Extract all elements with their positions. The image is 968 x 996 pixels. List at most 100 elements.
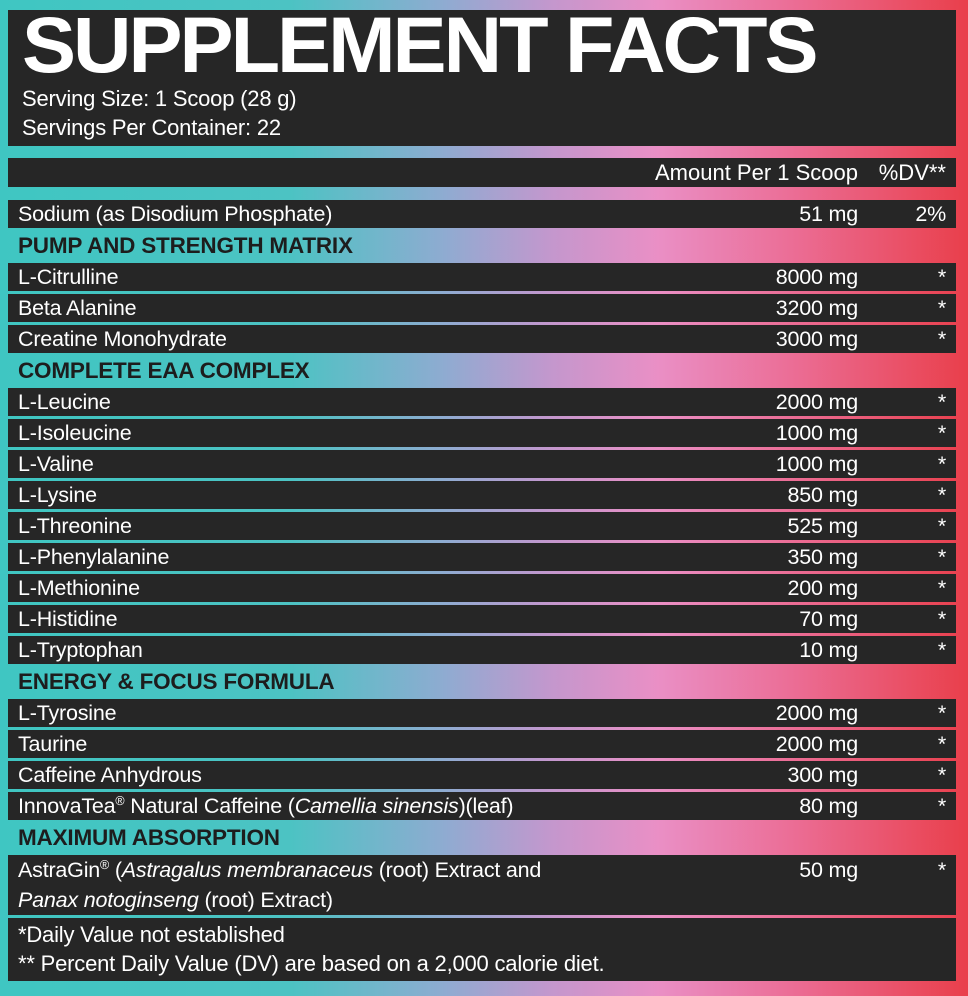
amount-value: 2000 mg <box>775 732 858 756</box>
table-row: L-Histidine 70 mg * <box>8 605 956 633</box>
column-header-row: Amount Per 1 Scoop %DV** <box>8 158 956 187</box>
dv-value: * <box>937 421 946 445</box>
footnote-daily-value: *Daily Value not established <box>18 922 285 947</box>
dv-value: * <box>937 763 946 787</box>
dv-value: * <box>937 452 946 476</box>
amount-value: 350 mg <box>787 545 858 569</box>
table-row: Caffeine Anhydrous 300 mg * <box>8 761 956 789</box>
registered-mark: ® <box>100 857 110 872</box>
ingredient-name-text: L-Tyrosine <box>18 701 117 725</box>
table-row: L-Tryptophan 10 mg * <box>8 636 956 664</box>
footnote-percent-dv: ** Percent Daily Value (DV) are based on… <box>18 950 605 976</box>
dv-value: * <box>937 794 946 818</box>
amount-value: 200 mg <box>787 576 858 600</box>
title-block: SUPPLEMENT FACTS Serving Size: 1 Scoop (… <box>8 7 956 146</box>
ingredient-name-latin: Panax notoginseng <box>18 888 199 912</box>
ingredient-name-line2: Panax notoginseng (root) Extract) <box>18 885 643 915</box>
amount-value: 1000 mg <box>775 452 858 476</box>
ingredient-name: Creatine Monohydrate <box>18 325 643 353</box>
ingredient-name: L-Tyrosine <box>18 699 643 727</box>
amount-value: 3200 mg <box>775 296 858 320</box>
ingredient-name: L-Threonine <box>18 512 643 540</box>
ingredient-name-text: L-Isoleucine <box>18 421 132 445</box>
dv-value: * <box>937 545 946 569</box>
ingredient-name-text: L-Histidine <box>18 607 118 631</box>
ingredient-name-text: Sodium (as Disodium Phosphate) <box>18 202 333 226</box>
ingredient-name: InnovaTea® Natural Caffeine (Camellia si… <box>18 792 643 820</box>
ingredient-name-text: Creatine Monohydrate <box>18 327 227 351</box>
table-row: L-Isoleucine 1000 mg * <box>8 419 956 447</box>
ingredient-name-text: )(leaf) <box>458 794 514 818</box>
ingredient-name: L-Tryptophan <box>18 636 643 664</box>
serving-size: Serving Size: 1 Scoop (28 g) <box>22 86 297 111</box>
amount-value: 525 mg <box>787 514 858 538</box>
ingredient-name-text: ( <box>109 858 122 882</box>
section-header: MAXIMUM ABSORPTION <box>18 825 280 850</box>
ingredient-name-text: L-Leucine <box>18 390 111 414</box>
table-row: L-Threonine 525 mg * <box>8 512 956 540</box>
ingredient-name-latin: Camellia sinensis <box>294 794 459 818</box>
ingredient-name: Sodium (as Disodium Phosphate) <box>18 200 643 228</box>
table-row: Sodium (as Disodium Phosphate) 51 mg 2% <box>8 200 956 228</box>
amount-value: 2000 mg <box>775 701 858 725</box>
amount-value: 3000 mg <box>775 327 858 351</box>
registered-mark: ® <box>115 793 125 808</box>
table-row: Beta Alanine 3200 mg * <box>8 294 956 322</box>
amount-value: 300 mg <box>787 763 858 787</box>
dv-value: * <box>937 638 946 662</box>
ingredient-name-latin: Astragalus membranaceus <box>121 858 373 882</box>
ingredient-name: Taurine <box>18 730 643 758</box>
ingredient-name-text: L-Threonine <box>18 514 132 538</box>
ingredient-name-text: L-Methionine <box>18 576 140 600</box>
ingredient-name: AstraGin® (Astragalus membranaceus (root… <box>18 855 643 915</box>
ingredient-name: L-Lysine <box>18 481 643 509</box>
dv-value: * <box>937 327 946 351</box>
column-header-amount: Amount Per 1 Scoop <box>654 160 858 185</box>
ingredient-name-text: AstraGin <box>18 858 101 882</box>
ingredient-name: L-Isoleucine <box>18 419 643 447</box>
ingredient-name-text: L-Citrulline <box>18 265 119 289</box>
ingredient-name-text: (root) Extract) <box>198 888 333 912</box>
dv-value: * <box>937 265 946 289</box>
ingredient-name: L-Valine <box>18 450 643 478</box>
dv-value: * <box>937 701 946 725</box>
dv-value: * <box>937 732 946 756</box>
amount-value: 8000 mg <box>775 265 858 289</box>
column-header-dv: %DV** <box>878 160 946 185</box>
amount-value: 70 mg <box>799 607 858 631</box>
amount-value: 2000 mg <box>775 390 858 414</box>
amount-value: 10 mg <box>799 638 858 662</box>
ingredient-name-text: InnovaTea <box>18 794 116 818</box>
table-row: L-Tyrosine 2000 mg * <box>8 699 956 727</box>
section-header: COMPLETE EAA COMPLEX <box>18 358 310 383</box>
ingredient-name-text: (root) Extract and <box>372 858 542 882</box>
table-row: L-Leucine 2000 mg * <box>8 388 956 416</box>
ingredient-name: L-Leucine <box>18 388 643 416</box>
ingredient-name: L-Histidine <box>18 605 643 633</box>
ingredient-name: L-Phenylalanine <box>18 543 643 571</box>
dv-value: * <box>937 576 946 600</box>
table-row: AstraGin® (Astragalus membranaceus (root… <box>8 855 956 915</box>
ingredient-name-text: L-Phenylalanine <box>18 545 170 569</box>
dv-value: * <box>937 390 946 414</box>
table-row: L-Citrulline 8000 mg * <box>8 263 956 291</box>
dv-value: * <box>937 858 946 882</box>
dv-value: * <box>937 607 946 631</box>
section-header: ENERGY & FOCUS FORMULA <box>18 669 335 694</box>
ingredient-name-text: L-Tryptophan <box>18 638 143 662</box>
ingredient-name-text: Taurine <box>18 732 88 756</box>
dv-value: 2% <box>915 202 946 226</box>
ingredient-name-text: Natural Caffeine ( <box>124 794 295 818</box>
amount-value: 51 mg <box>799 202 858 226</box>
ingredient-name: L-Methionine <box>18 574 643 602</box>
table-row: L-Lysine 850 mg * <box>8 481 956 509</box>
amount-value: 850 mg <box>787 483 858 507</box>
ingredient-table: Sodium (as Disodium Phosphate) 51 mg 2% PUM… <box>8 200 956 915</box>
ingredient-name: Caffeine Anhydrous <box>18 761 643 789</box>
ingredient-name: L-Citrulline <box>18 263 643 291</box>
table-row: InnovaTea® Natural Caffeine (Camellia si… <box>8 792 956 820</box>
ingredient-name-line1: AstraGin® (Astragalus membranaceus (root… <box>18 855 643 885</box>
dv-value: * <box>937 514 946 538</box>
servings-per-container: Servings Per Container: 22 <box>22 115 281 140</box>
